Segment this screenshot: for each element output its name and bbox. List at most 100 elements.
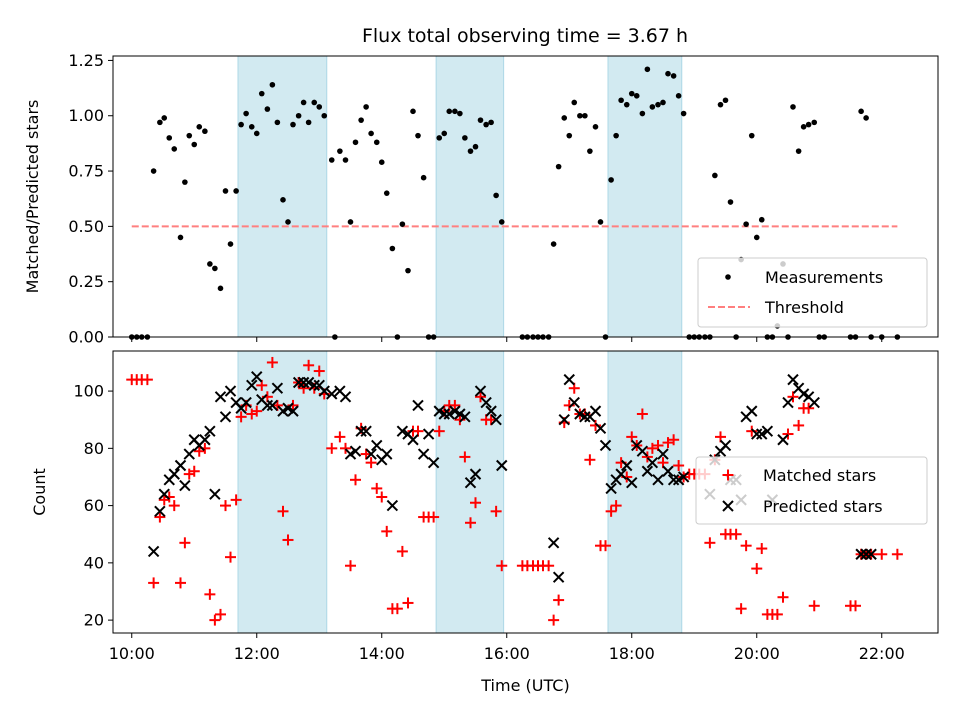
predicted-point-b xyxy=(313,379,325,392)
y-axis-ticks: 20 40 60 80 100 xyxy=(73,382,113,630)
measurement-point xyxy=(446,108,453,115)
measurement-point xyxy=(555,163,562,170)
predicted-point-b xyxy=(756,428,768,440)
predicted-point-b xyxy=(719,439,732,452)
measurement-point xyxy=(300,99,307,106)
predicted-point-b xyxy=(464,476,477,489)
y-tick-label: 40 xyxy=(84,553,104,572)
y-axis-ticks: 0.00 0.25 0.50 0.75 1.00 1.25 xyxy=(68,51,113,347)
measurement-point xyxy=(352,139,359,146)
measurement-point xyxy=(227,241,234,247)
predicted-point-b xyxy=(574,408,586,420)
predicted-point-b xyxy=(174,459,187,472)
x-tick-label: 14:00 xyxy=(359,644,405,663)
predicted-point-b xyxy=(154,505,166,518)
measurement-point xyxy=(790,104,796,110)
measurement-point xyxy=(321,112,328,119)
predicted-point-b xyxy=(417,448,430,460)
predicted-star-points xyxy=(147,371,877,583)
observing-window-0 xyxy=(237,350,328,634)
measurement-point xyxy=(383,190,390,196)
measurement-point xyxy=(389,245,396,252)
measurement-point xyxy=(415,132,421,139)
measurement-point xyxy=(368,130,374,137)
y-tick-label: 0.50 xyxy=(68,217,104,236)
y-tick-label: 60 xyxy=(84,496,104,515)
measurement-point xyxy=(378,159,385,166)
predicted-point-b xyxy=(412,399,424,412)
predicted-point-b xyxy=(657,448,669,460)
measurement-point xyxy=(727,199,734,205)
x-axis-label: Time (UTC) xyxy=(480,676,569,695)
predicted-point-b xyxy=(349,445,362,457)
predicted-point-b xyxy=(568,396,580,409)
measurement-point xyxy=(274,119,281,126)
predicted-point-b xyxy=(427,456,440,469)
predicted-point-b xyxy=(677,471,690,483)
predicted-point-b xyxy=(266,399,279,412)
legend-marker-measurements xyxy=(725,274,731,280)
predicted-point-b xyxy=(746,405,758,417)
measurement-point xyxy=(373,139,380,146)
predicted-point-b xyxy=(224,385,237,397)
measurement-point xyxy=(800,124,807,130)
measurement-point xyxy=(328,157,335,163)
measurement-point xyxy=(150,168,157,174)
measurement-point xyxy=(347,219,354,225)
measurement-point xyxy=(592,124,599,130)
y-tick-label: 0.75 xyxy=(68,162,104,181)
measurement-point xyxy=(290,121,296,128)
predicted-point-b xyxy=(261,399,274,412)
predicted-point-b xyxy=(626,476,638,489)
measurement-point xyxy=(405,267,411,274)
predicted-point-b xyxy=(386,499,399,512)
predicted-point-b xyxy=(179,479,191,492)
y-tick-label: 0.00 xyxy=(68,328,104,347)
predicted-point-b xyxy=(474,385,487,397)
measurement-point xyxy=(161,115,168,121)
predicted-point-b xyxy=(652,474,664,486)
measurement-point xyxy=(743,221,749,227)
predicted-point-b xyxy=(168,468,180,480)
measurement-point xyxy=(212,265,218,272)
measurement-point xyxy=(269,81,276,88)
measurement-point xyxy=(280,197,286,203)
measurement-point xyxy=(316,104,323,110)
legend-label-threshold: Threshold xyxy=(764,298,844,317)
observing-window-1 xyxy=(435,55,505,338)
predicted-point-b xyxy=(302,376,315,389)
predicted-point-b xyxy=(662,465,674,477)
measurement-point xyxy=(608,177,614,183)
legend: Measurements Threshold xyxy=(697,257,928,328)
ratio-panel: 0.00 0.25 0.50 0.75 1.00 1.25 Matched/Predict… xyxy=(23,51,939,347)
predicted-point-b xyxy=(631,439,643,452)
predicted-point-b xyxy=(282,402,294,414)
predicted-point-b xyxy=(480,396,492,409)
measurement-point xyxy=(858,108,864,115)
observing-window-0 xyxy=(237,55,328,338)
x-tick-label: 18:00 xyxy=(609,644,655,663)
measurement-point xyxy=(191,141,198,148)
predicted-point-b xyxy=(422,428,435,440)
predicted-point-b xyxy=(407,434,419,446)
measurement-point xyxy=(182,179,188,185)
measurement-point xyxy=(665,70,671,77)
y-tick-label: 1.25 xyxy=(68,51,104,70)
measurement-point xyxy=(675,93,682,99)
legend-box xyxy=(697,257,928,328)
predicted-point-b xyxy=(449,405,461,417)
measurement-point xyxy=(305,119,312,126)
predicted-point-b xyxy=(365,448,377,460)
measurement-point xyxy=(483,121,489,128)
predicted-point-b xyxy=(402,428,414,440)
measurement-point xyxy=(363,104,369,110)
predicted-point-b xyxy=(381,448,393,460)
measurement-point xyxy=(472,143,479,150)
x-axis-ticks xyxy=(131,337,883,342)
predicted-point-b xyxy=(621,459,633,472)
predicted-point-b xyxy=(371,439,383,452)
measurement-point xyxy=(649,104,656,110)
measurement-point xyxy=(467,148,474,154)
measurement-point xyxy=(561,115,568,121)
legend-label-matched: Matched stars xyxy=(763,466,876,485)
